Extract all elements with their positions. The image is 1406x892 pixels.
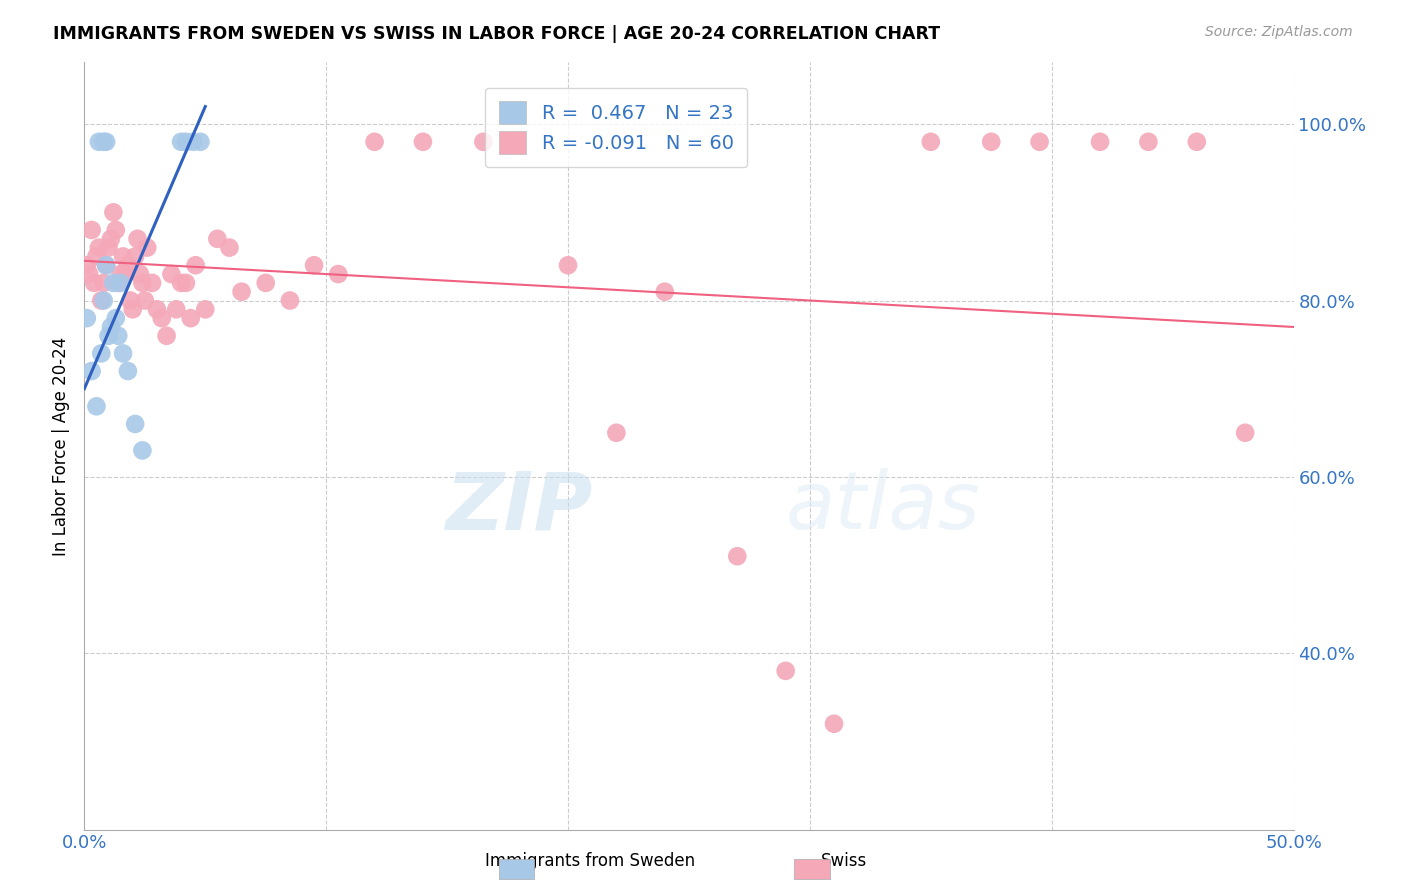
Point [1028,135,1050,149]
Point [174,276,197,290]
Point [76,258,98,272]
Point [1234,425,1257,440]
Point [170,135,193,149]
Point [100,232,122,246]
Point [107,328,129,343]
Point [110,276,132,290]
Point [1185,135,1208,149]
Point [86,249,108,263]
Legend: R =  0.467   N = 23, R = -0.091   N = 60: R = 0.467 N = 23, R = -0.091 N = 60 [485,87,748,168]
Point [97,241,120,255]
Text: Swiss: Swiss [821,852,866,870]
Point [124,417,146,431]
Point [328,267,350,281]
Point [124,249,146,263]
Point [117,258,139,272]
Point [231,285,253,299]
Point [103,205,125,219]
Point [775,664,797,678]
Point [93,293,115,308]
Point [980,135,1002,149]
Point [174,135,197,149]
Point [77,267,100,281]
Point [1088,135,1111,149]
Point [93,135,115,149]
Point [165,302,187,317]
Text: ZIP: ZIP [444,468,592,547]
Point [127,232,149,246]
Point [86,400,108,414]
Point [160,267,183,281]
Point [76,311,98,326]
Point [131,276,153,290]
Point [412,135,434,149]
Point [80,223,103,237]
Point [141,276,163,290]
Point [302,258,325,272]
Point [117,364,139,378]
Point [107,276,129,290]
Point [207,232,229,246]
Point [134,293,156,308]
Text: atlas: atlas [786,468,980,547]
Point [112,249,135,263]
Point [823,716,845,731]
Point [83,276,105,290]
Point [1137,135,1160,149]
Point [155,328,177,343]
Point [146,302,169,317]
Point [472,135,495,149]
Point [80,364,103,378]
Point [121,302,143,317]
Point [170,276,193,290]
Point [363,135,385,149]
Point [180,311,202,326]
Point [194,302,217,317]
Point [181,135,204,149]
Point [103,276,125,290]
Point [93,276,115,290]
Point [112,346,135,360]
Point [94,258,117,272]
Text: Source: ZipAtlas.com: Source: ZipAtlas.com [1205,25,1353,39]
Point [654,285,676,299]
Point [605,425,627,440]
Point [120,293,142,308]
Point [184,258,207,272]
Point [136,241,159,255]
Point [90,293,112,308]
Point [87,241,110,255]
Point [104,223,127,237]
Point [254,276,277,290]
Point [104,311,127,326]
Point [100,320,122,334]
Point [131,443,153,458]
Point [87,135,110,149]
Text: Immigrants from Sweden: Immigrants from Sweden [485,852,696,870]
Point [725,549,748,564]
Point [278,293,301,308]
Point [97,328,120,343]
Point [557,258,579,272]
Y-axis label: In Labor Force | Age 20-24: In Labor Force | Age 20-24 [52,336,70,556]
Point [150,311,173,326]
Point [114,267,136,281]
Point [218,241,240,255]
Point [129,267,152,281]
Point [190,135,212,149]
Point [90,346,112,360]
Point [94,135,117,149]
Point [94,258,117,272]
Point [110,267,132,281]
Point [920,135,942,149]
Text: IMMIGRANTS FROM SWEDEN VS SWISS IN LABOR FORCE | AGE 20-24 CORRELATION CHART: IMMIGRANTS FROM SWEDEN VS SWISS IN LABOR… [53,25,941,43]
